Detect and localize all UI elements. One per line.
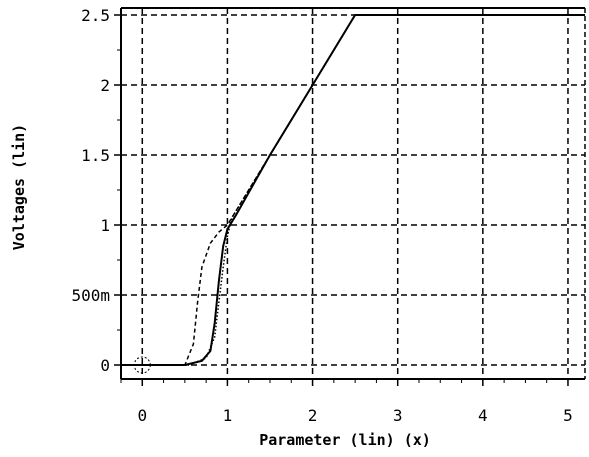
plot-frame bbox=[120, 7, 586, 380]
x-tick-label: 1 bbox=[223, 406, 233, 425]
origin-marker bbox=[133, 356, 151, 374]
axes: 0 1 2 3 4 5 0 500m 1 1.5 2 2.5 bbox=[71, 6, 572, 425]
x-tick-label: 5 bbox=[563, 406, 573, 425]
x-axis-title: Parameter (lin) (x) bbox=[259, 431, 431, 449]
x-tick-label: 0 bbox=[137, 406, 147, 425]
series-line-1 bbox=[121, 14, 585, 366]
grid bbox=[121, 8, 585, 379]
y-tick-label: 500m bbox=[71, 286, 110, 305]
y-tick-label: 2 bbox=[100, 76, 110, 95]
x-tick-label: 2 bbox=[308, 406, 318, 425]
x-tick-label: 3 bbox=[393, 406, 403, 425]
series-group bbox=[121, 14, 585, 366]
series-line-2 bbox=[121, 14, 585, 366]
markers bbox=[133, 356, 151, 374]
series-line-3 bbox=[121, 14, 585, 366]
y-axis-title: Voltages (lin) bbox=[10, 124, 28, 250]
y-tick-label: 2.5 bbox=[81, 6, 110, 25]
y-tick-label: 0 bbox=[100, 356, 110, 375]
y-tick-label: 1 bbox=[100, 216, 110, 235]
x-tick-label: 4 bbox=[478, 406, 488, 425]
y-tick-label: 1.5 bbox=[81, 146, 110, 165]
